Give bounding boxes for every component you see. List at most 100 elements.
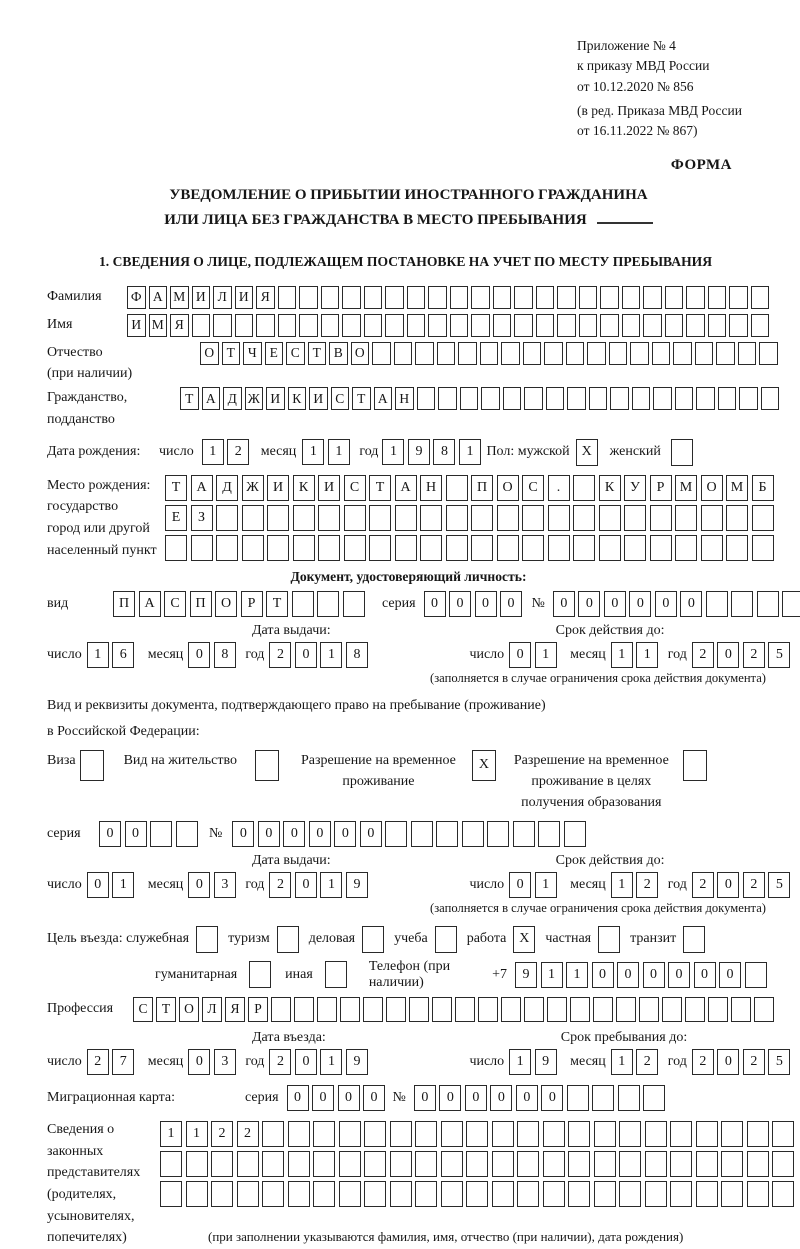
char-cell[interactable] (466, 1180, 488, 1207)
char-cell[interactable]: В (329, 341, 348, 365)
char-cell[interactable] (313, 1120, 335, 1147)
char-cell[interactable] (746, 1120, 769, 1147)
char-cell[interactable] (593, 996, 613, 1022)
char-cell[interactable] (644, 1180, 667, 1207)
char-cell[interactable] (287, 1180, 310, 1207)
char-cell[interactable] (619, 1150, 641, 1177)
char-cell[interactable] (491, 1150, 514, 1177)
char-cell[interactable] (707, 285, 726, 309)
char-cell[interactable] (707, 313, 726, 337)
char-cell[interactable] (517, 1150, 539, 1177)
char-cell[interactable] (496, 534, 519, 561)
char-cell[interactable]: М (675, 474, 697, 501)
char-cell[interactable]: Т (307, 341, 326, 365)
char-cell[interactable] (643, 1084, 666, 1111)
char-cell[interactable]: 2 (269, 1048, 292, 1075)
char-cell[interactable]: 5 (768, 1048, 791, 1075)
char-cell[interactable]: 0 (413, 1084, 436, 1111)
char-cell[interactable] (685, 996, 705, 1022)
char-cell[interactable] (686, 285, 705, 309)
char-cell[interactable] (491, 1120, 514, 1147)
char-cell[interactable] (675, 534, 697, 561)
char-cell[interactable]: С (133, 996, 153, 1022)
char-cell[interactable] (409, 996, 429, 1022)
char-cell[interactable] (751, 534, 774, 561)
char-cell[interactable]: 1 (534, 642, 557, 669)
visa-checkbox[interactable] (79, 749, 104, 781)
char-cell[interactable]: И (191, 285, 210, 309)
char-cell[interactable] (393, 341, 412, 365)
char-cell[interactable]: 3 (213, 1048, 236, 1075)
char-cell[interactable] (406, 313, 425, 337)
char-cell[interactable] (479, 341, 498, 365)
char-cell[interactable]: Б (751, 474, 774, 501)
char-cell[interactable]: К (292, 474, 315, 501)
char-cell[interactable]: Е (264, 341, 283, 365)
char-cell[interactable] (694, 341, 713, 365)
char-cell[interactable] (501, 996, 521, 1022)
char-cell[interactable]: 0 (294, 1048, 317, 1075)
char-cell[interactable] (517, 1120, 539, 1147)
char-cell[interactable]: 1 (327, 439, 350, 465)
char-cell[interactable]: И (127, 313, 146, 337)
char-cell[interactable] (547, 534, 570, 561)
char-cell[interactable]: 0 (500, 591, 523, 618)
char-cell[interactable] (471, 313, 490, 337)
char-cell[interactable] (389, 1120, 412, 1147)
char-cell[interactable] (653, 387, 672, 411)
char-cell[interactable] (644, 1150, 667, 1177)
char-cell[interactable] (160, 1150, 182, 1177)
char-cell[interactable] (389, 1150, 412, 1177)
char-cell[interactable] (394, 504, 417, 531)
char-cell[interactable]: 1 (610, 1048, 633, 1075)
char-cell[interactable] (746, 1180, 769, 1207)
char-cell[interactable] (649, 534, 672, 561)
char-cell[interactable]: 0 (99, 820, 121, 847)
char-cell[interactable]: Л (202, 996, 222, 1022)
char-cell[interactable]: Р (248, 996, 268, 1022)
char-cell[interactable] (415, 1180, 437, 1207)
char-cell[interactable] (216, 534, 238, 561)
char-cell[interactable] (342, 591, 365, 618)
char-cell[interactable] (751, 504, 774, 531)
char-cell[interactable]: 0 (680, 591, 703, 618)
char-cell[interactable] (211, 1180, 233, 1207)
char-cell[interactable] (675, 504, 697, 531)
char-cell[interactable]: Н (395, 387, 414, 411)
char-cell[interactable]: И (318, 474, 340, 501)
char-cell[interactable]: М (148, 313, 167, 337)
char-cell[interactable]: 1 (320, 642, 343, 669)
char-cell[interactable] (721, 1150, 743, 1177)
char-cell[interactable] (514, 313, 533, 337)
char-cell[interactable]: . (547, 474, 570, 501)
char-cell[interactable] (386, 996, 406, 1022)
char-cell[interactable]: А (201, 387, 220, 411)
char-cell[interactable]: Ф (127, 285, 146, 309)
char-cell[interactable] (213, 313, 232, 337)
char-cell[interactable] (216, 504, 238, 531)
char-cell[interactable]: 2 (636, 1048, 659, 1075)
char-cell[interactable]: 1 (610, 642, 633, 669)
char-cell[interactable]: 1 (86, 642, 109, 669)
char-cell[interactable] (726, 504, 748, 531)
char-cell[interactable] (338, 1120, 361, 1147)
char-cell[interactable] (737, 341, 756, 365)
char-cell[interactable] (342, 285, 361, 309)
char-cell[interactable]: 1 (320, 1048, 343, 1075)
purpose-work-checkbox[interactable]: X (513, 925, 536, 953)
char-cell[interactable]: Т (369, 474, 391, 501)
char-cell[interactable] (600, 313, 619, 337)
char-cell[interactable]: 0 (308, 820, 331, 847)
char-cell[interactable] (643, 313, 662, 337)
char-cell[interactable]: Н (420, 474, 442, 501)
sex-female-checkbox[interactable] (670, 438, 693, 466)
char-cell[interactable] (364, 1180, 386, 1207)
char-cell[interactable] (185, 1180, 208, 1207)
char-cell[interactable] (338, 1180, 361, 1207)
char-cell[interactable] (759, 341, 778, 365)
char-cell[interactable]: 9 (534, 1048, 557, 1075)
char-cell[interactable] (364, 1150, 386, 1177)
char-cell[interactable]: 9 (345, 871, 368, 898)
char-cell[interactable]: 1 (566, 961, 588, 988)
char-cell[interactable]: 9 (407, 439, 430, 465)
